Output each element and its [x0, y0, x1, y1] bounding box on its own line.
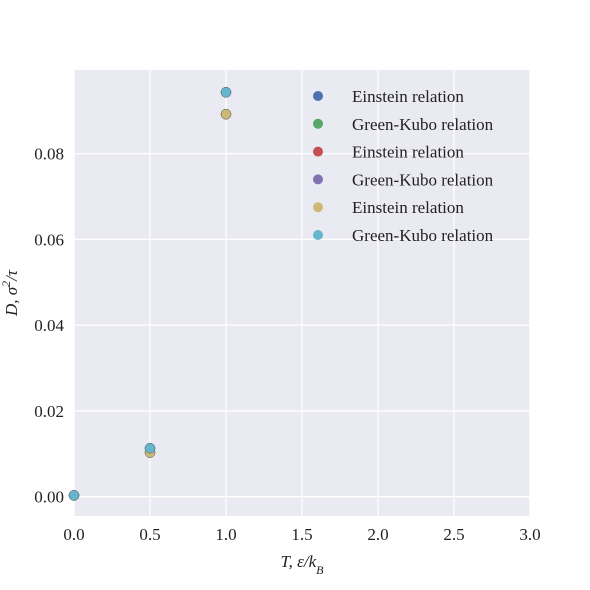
legend-label: Green-Kubo relation — [352, 170, 494, 189]
y-axis-ticks: 0.00 0.02 0.04 0.06 0.08 — [34, 145, 64, 507]
x-tick-label: 0.5 — [139, 525, 160, 544]
y-tick-label: 0.04 — [34, 316, 64, 335]
x-axis-ticks: 0.0 0.5 1.0 1.5 2.0 2.5 3.0 — [63, 525, 540, 544]
data-point-6 — [145, 443, 155, 453]
x-tick-label: 2.5 — [443, 525, 464, 544]
x-tick-label: 1.5 — [291, 525, 312, 544]
y-tick-label: 0.06 — [34, 230, 64, 249]
x-tick-label: 3.0 — [519, 525, 540, 544]
legend-marker — [313, 174, 323, 184]
x-tick-label: 1.0 — [215, 525, 236, 544]
data-point-5 — [221, 109, 231, 119]
legend-marker — [313, 230, 323, 240]
x-tick-label: 0.0 — [63, 525, 84, 544]
y-tick-label: 0.08 — [34, 145, 64, 164]
legend-label: Green-Kubo relation — [352, 115, 494, 134]
legend-label: Einstein relation — [352, 87, 464, 106]
legend-label: Einstein relation — [352, 143, 464, 162]
y-tick-label: 0.02 — [34, 402, 64, 421]
data-point-6 — [69, 490, 79, 500]
x-axis-label: T, ε/kB — [280, 552, 324, 577]
legend-label: Green-Kubo relation — [352, 226, 494, 245]
x-tick-label: 2.0 — [367, 525, 388, 544]
legend-marker — [313, 119, 323, 129]
data-point-6 — [221, 87, 231, 97]
legend-marker — [313, 147, 323, 157]
y-axis-label: D, σ2/τ — [0, 269, 21, 317]
legend-marker — [313, 202, 323, 212]
y-tick-label: 0.00 — [34, 488, 64, 507]
legend-label: Einstein relation — [352, 198, 464, 217]
legend-marker — [313, 91, 323, 101]
